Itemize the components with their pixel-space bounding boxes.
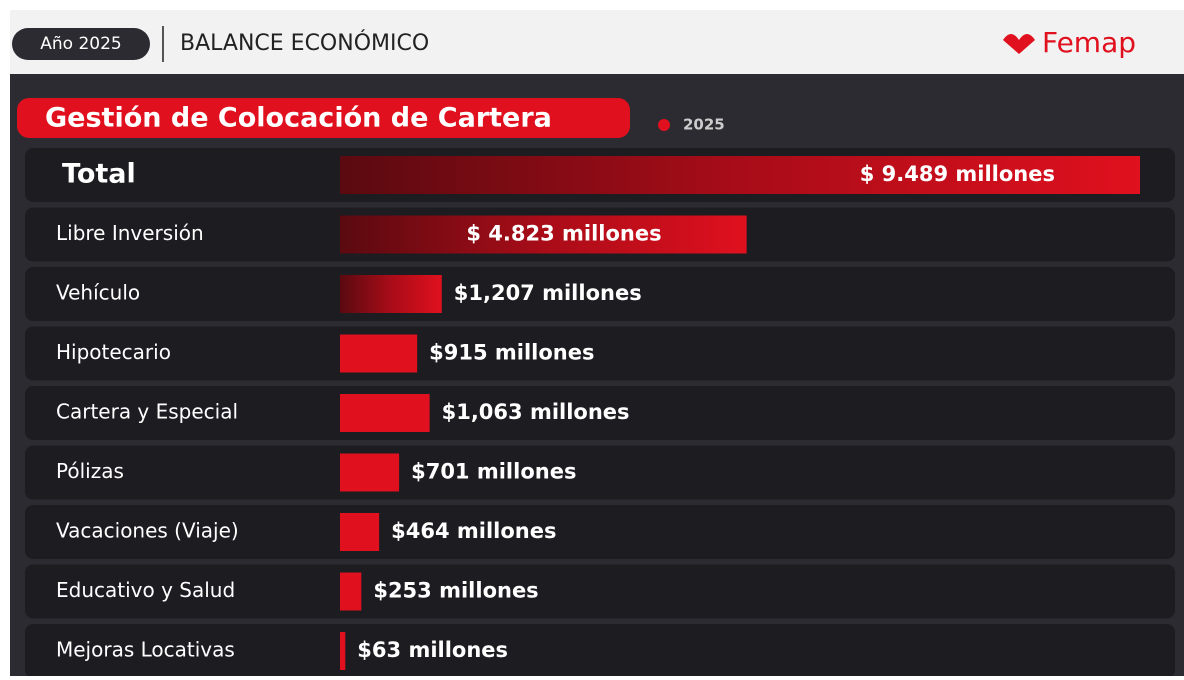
bar xyxy=(340,156,1140,194)
year-pill xyxy=(12,28,150,60)
category-label: Libre Inversión xyxy=(56,221,204,245)
row-background xyxy=(25,386,1175,440)
bar xyxy=(340,572,362,611)
bar xyxy=(340,334,418,373)
header-bar xyxy=(10,10,1184,74)
section-title: BALANCE ECONÓMICO xyxy=(180,30,429,56)
title-pill xyxy=(17,98,630,138)
value-label: $701 millones xyxy=(411,460,576,484)
value-label: $ 9.489 millones xyxy=(860,162,1055,186)
bar xyxy=(340,275,442,313)
bar xyxy=(340,632,346,670)
chart-title: Gestión de Colocación de Cartera xyxy=(45,103,552,134)
value-label: $1,063 millones xyxy=(442,400,630,424)
row-background xyxy=(25,445,1175,500)
value-label: $915 millones xyxy=(429,341,594,365)
category-label: Hipotecario xyxy=(56,340,171,364)
bar xyxy=(340,513,380,551)
category-label: Total xyxy=(62,159,136,190)
category-label: Vehículo xyxy=(56,281,140,305)
value-label: $1,207 millones xyxy=(454,281,642,305)
value-label: $ 4.823 millones xyxy=(466,222,661,246)
row-background xyxy=(25,505,1175,559)
value-label: $464 millones xyxy=(391,519,556,543)
legend-marker xyxy=(658,119,670,131)
year: Año 2025 xyxy=(40,34,121,54)
value-label: $253 millones xyxy=(373,579,538,603)
row-background xyxy=(25,267,1175,321)
bar xyxy=(340,453,400,492)
bar xyxy=(340,215,747,254)
brand: Femap xyxy=(1042,26,1136,59)
category-label: Vacaciones (Viaje) xyxy=(56,519,239,543)
category-label: Educativo y Salud xyxy=(56,578,235,602)
row-background xyxy=(25,326,1175,381)
category-label: Pólizas xyxy=(56,459,124,483)
brand-logo xyxy=(1003,34,1035,54)
value-label: $63 millones xyxy=(357,638,508,662)
row-background xyxy=(25,624,1175,678)
row-background xyxy=(25,564,1175,619)
category-label: Mejoras Locativas xyxy=(56,638,235,662)
legend-label: 2025 xyxy=(683,116,725,134)
category-label: Cartera y Especial xyxy=(56,400,238,424)
bar xyxy=(340,394,430,432)
